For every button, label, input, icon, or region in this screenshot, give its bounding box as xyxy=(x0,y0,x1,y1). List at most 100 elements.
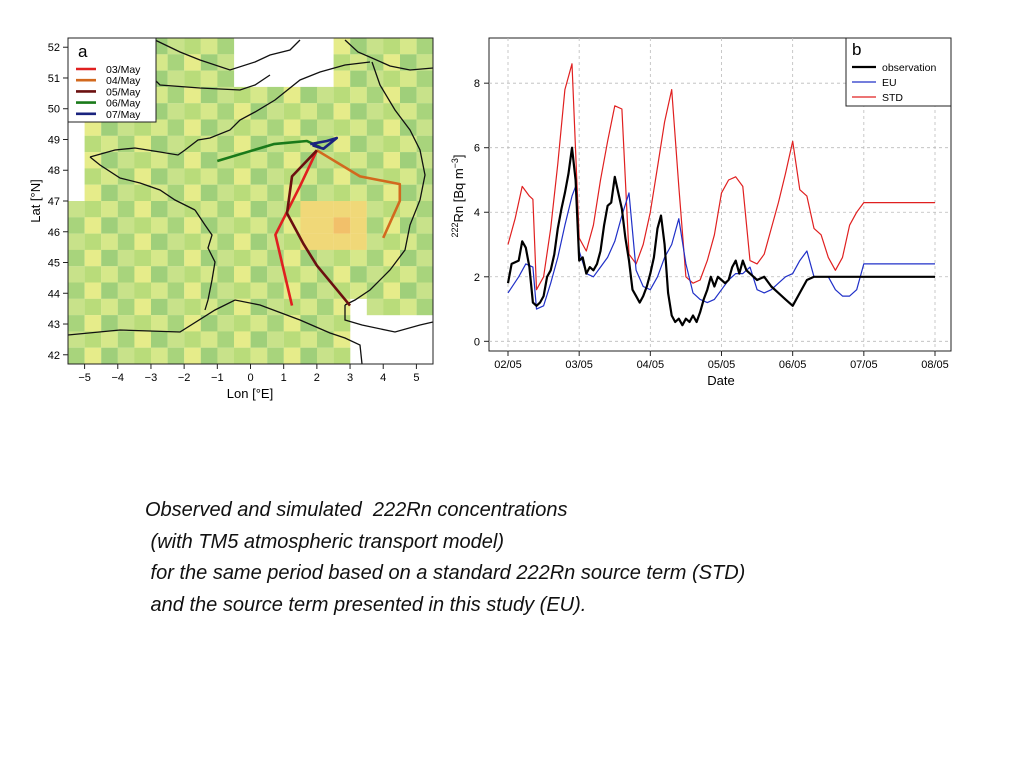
map-cell xyxy=(84,298,102,316)
map-cell xyxy=(151,282,168,299)
map-legend-label: 06/May xyxy=(106,98,141,110)
map-cell xyxy=(383,70,401,87)
map-cell xyxy=(217,201,235,218)
map-x-ticks: −5 −4 −3 −2 −1 0 1 2 3 4 5 xyxy=(78,364,419,384)
map-cell xyxy=(333,86,351,104)
map-cell xyxy=(283,298,301,316)
map-cell xyxy=(366,103,384,120)
map-cell xyxy=(200,233,218,250)
map-cell xyxy=(383,249,401,267)
map-cell xyxy=(151,168,168,185)
map-cell xyxy=(167,217,185,234)
map-cell xyxy=(267,201,284,218)
map-cell xyxy=(333,135,351,153)
map-x-tick-label: −4 xyxy=(111,372,124,384)
map-y-tick-label: 52 xyxy=(48,42,60,54)
map-cell xyxy=(68,315,85,332)
map-cell xyxy=(416,135,434,153)
map-cell xyxy=(317,201,334,218)
map-cell xyxy=(84,347,102,365)
map-cell xyxy=(350,249,367,267)
map-cell xyxy=(134,184,152,202)
map-cell xyxy=(200,119,218,136)
map-cell xyxy=(184,266,201,283)
plot-y-tick-label: 2 xyxy=(474,272,480,284)
map-cell xyxy=(400,54,417,71)
map-cell xyxy=(416,217,434,234)
map-cell xyxy=(400,152,417,169)
map-cell xyxy=(200,201,218,218)
plot-x-tick-label: 07/05 xyxy=(850,359,878,371)
map-cell xyxy=(200,168,218,185)
map-cell xyxy=(101,266,118,283)
map-cell xyxy=(300,103,318,120)
map-cell xyxy=(101,201,118,218)
map-cell xyxy=(167,168,185,185)
map-cell xyxy=(167,119,185,136)
map-cell xyxy=(250,282,268,299)
plot-y-ticks: 0 2 4 6 8 xyxy=(474,78,489,348)
plot-y-tick-label: 6 xyxy=(474,143,480,155)
map-cell xyxy=(200,315,218,332)
map-cell xyxy=(167,233,185,250)
map-cell xyxy=(200,298,218,316)
map-cell xyxy=(350,152,367,169)
map-cell xyxy=(84,184,102,202)
map-cell xyxy=(383,282,401,299)
map-cell xyxy=(400,233,417,250)
map-cell xyxy=(416,184,434,202)
map-cell xyxy=(117,233,135,250)
map-cell xyxy=(151,331,168,348)
map-cell xyxy=(234,119,251,136)
map-cell xyxy=(234,103,251,120)
map-cell xyxy=(416,249,434,267)
map-legend-label: 05/May xyxy=(106,86,141,98)
map-cell xyxy=(200,184,218,202)
belgium-border xyxy=(344,39,434,71)
plot-ylabel-sup2: −3 xyxy=(450,158,460,168)
map-cell xyxy=(167,152,185,169)
map-cell xyxy=(317,184,334,202)
map-cell xyxy=(84,119,102,136)
map-y-ticks: 42 43 44 45 46 47 48 49 50 51 52 xyxy=(48,42,68,362)
plot-ylabel-main: Rn [Bq m xyxy=(451,168,466,222)
map-cell xyxy=(117,331,135,348)
map-cell xyxy=(267,282,284,299)
plot-y-tick-label: 0 xyxy=(474,336,480,348)
map-cell xyxy=(134,266,152,283)
map-cell xyxy=(383,233,401,250)
series-observation xyxy=(506,146,935,327)
map-cell xyxy=(84,217,102,234)
map-x-tick-label: 0 xyxy=(247,372,253,384)
map-cell xyxy=(333,282,351,299)
map-cell xyxy=(217,86,235,104)
map-cell xyxy=(68,233,85,250)
map-cell xyxy=(383,135,401,153)
map-cell xyxy=(400,103,417,120)
map-cell xyxy=(416,282,434,299)
map-cell xyxy=(250,298,268,316)
map-cell xyxy=(200,152,218,169)
map-xlabel: Lon [°E] xyxy=(227,386,273,401)
trajectory-04-may xyxy=(316,149,402,239)
map-cell xyxy=(416,152,434,169)
map-cell xyxy=(300,201,318,218)
map-cell xyxy=(250,168,268,185)
map-cell xyxy=(267,119,284,136)
map-cell xyxy=(383,103,401,120)
plot-x-tick-label: 04/05 xyxy=(637,359,665,371)
map-cell xyxy=(350,54,367,71)
map-cell xyxy=(366,249,384,267)
map-cell xyxy=(366,152,384,169)
map-cell xyxy=(200,135,218,153)
map-cell xyxy=(84,249,102,267)
map-cell xyxy=(333,70,351,87)
map-cell xyxy=(134,298,152,316)
map-cell xyxy=(250,119,268,136)
map-cell xyxy=(151,201,168,218)
map-x-tick-label: 5 xyxy=(413,372,419,384)
map-cell xyxy=(134,152,152,169)
map-legend-label: 04/May xyxy=(106,75,141,87)
map-cell xyxy=(283,103,301,120)
